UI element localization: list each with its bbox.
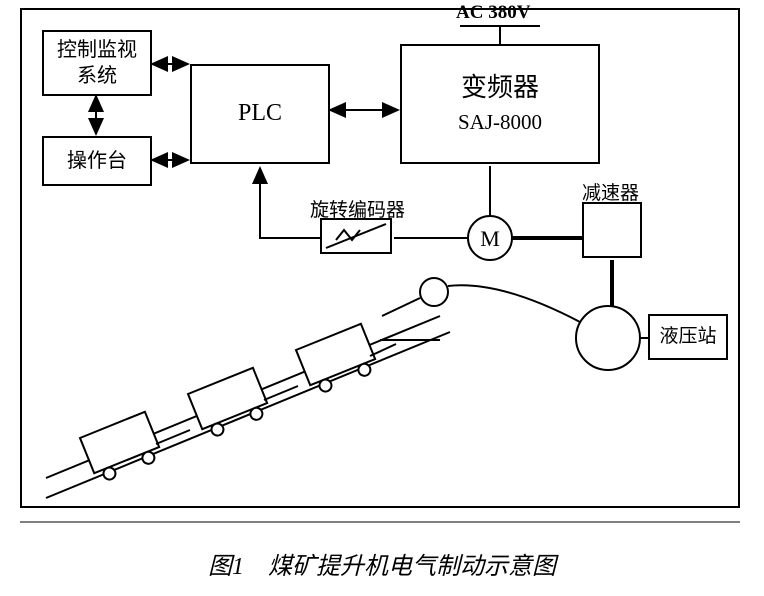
reducer-box bbox=[582, 202, 642, 258]
monitor-system-box: 控制监视系统 bbox=[42, 30, 152, 96]
figure-caption: 图1 煤矿提升机电气制动示意图 bbox=[0, 546, 764, 581]
diagram-canvas: 控制监视系统 操作台 PLC 变频器 SAJ-8000 AC 380V 旋转编码… bbox=[0, 0, 764, 596]
encoder-icon bbox=[322, 220, 390, 252]
ac-power-label: AC 380V bbox=[456, 2, 530, 24]
hydraulic-label: 液压站 bbox=[659, 325, 716, 350]
inverter-box: 变频器 SAJ-8000 bbox=[400, 44, 600, 164]
inverter-label: 变频器 SAJ-8000 bbox=[458, 71, 542, 136]
console-box: 操作台 bbox=[42, 136, 152, 186]
hydraulic-station-box: 液压站 bbox=[648, 314, 728, 360]
encoder-box bbox=[320, 218, 392, 254]
monitor-system-label: 控制监视系统 bbox=[57, 37, 137, 89]
plc-label: PLC bbox=[238, 98, 282, 129]
plc-box: PLC bbox=[190, 64, 330, 164]
reducer-label: 减速器 bbox=[582, 178, 639, 205]
console-label: 操作台 bbox=[67, 148, 127, 174]
